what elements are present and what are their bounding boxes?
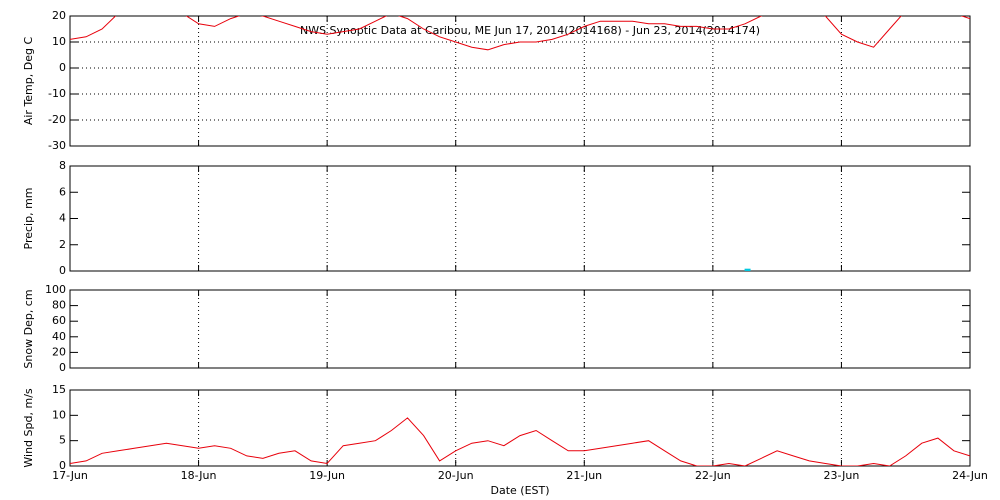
y-axis-label: Wind Spd, m/s <box>22 388 35 468</box>
y-tick-label: -30 <box>48 139 66 152</box>
y-tick-label: 60 <box>52 314 66 327</box>
y-tick-label: 8 <box>59 159 66 172</box>
y-tick-label: 0 <box>59 459 66 472</box>
y-tick-label: 5 <box>59 434 66 447</box>
y-tick-label: 20 <box>52 345 66 358</box>
y-tick-label: 6 <box>59 185 66 198</box>
y-tick-label: 2 <box>59 238 66 251</box>
y-axis-label: Precip, mm <box>22 188 35 250</box>
plot-frame <box>69 389 971 467</box>
plot-frame <box>69 15 971 147</box>
y-tick-label: 10 <box>52 408 66 421</box>
x-tick-label: 21-Jun <box>566 469 602 482</box>
y-tick-label: 0 <box>59 264 66 277</box>
data-line <box>70 417 970 466</box>
x-tick-label: 17-Jun <box>52 469 88 482</box>
data-line <box>70 16 970 51</box>
y-tick-label: 0 <box>59 361 66 374</box>
y-tick-label: 15 <box>52 383 66 396</box>
x-axis-label: Date (EST) <box>490 484 549 497</box>
y-tick-label: 20 <box>52 9 66 22</box>
y-tick-label: 10 <box>52 35 66 48</box>
x-tick-label: 22-Jun <box>695 469 731 482</box>
plot-frame <box>69 289 971 369</box>
x-tick-label: 19-Jun <box>309 469 345 482</box>
x-tick-label: 20-Jun <box>438 469 474 482</box>
y-tick-label: 100 <box>45 283 66 296</box>
y-tick-label: 40 <box>52 330 66 343</box>
y-tick-label: 4 <box>59 212 66 225</box>
plot-frame <box>69 165 971 272</box>
y-axis-label: Air Temp, Deg C <box>22 37 35 126</box>
chart-title: NWS Synoptic Data at Caribou, ME Jun 17,… <box>300 24 760 37</box>
y-axis-label: Snow Dep, cm <box>22 289 35 368</box>
x-tick-label: 24-Jun <box>952 469 988 482</box>
y-tick-label: -20 <box>48 113 66 126</box>
x-tick-label: 18-Jun <box>181 469 217 482</box>
y-tick-label: 80 <box>52 299 66 312</box>
x-tick-label: 23-Jun <box>824 469 860 482</box>
y-tick-label: -10 <box>48 87 66 100</box>
y-tick-label: 0 <box>59 61 66 74</box>
bar <box>744 268 751 271</box>
